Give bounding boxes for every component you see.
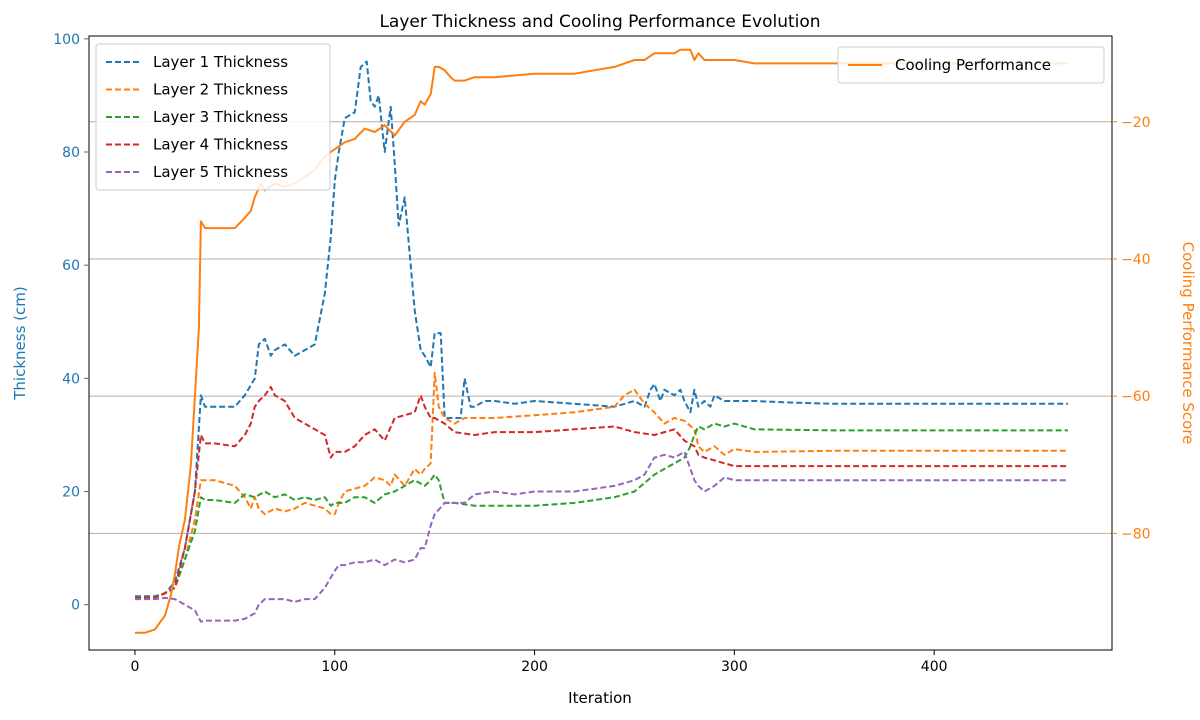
legend-layers: Layer 1 Thickness Layer 2 Thickness Layer … bbox=[95, 43, 331, 191]
legend-label-layer-1-thickness: Layer 1 Thickness bbox=[153, 53, 288, 71]
left-y-axis: 0 20 40 60 80 100 bbox=[53, 32, 89, 614]
right-y-tick-label: −60 bbox=[1121, 389, 1151, 405]
series-line-layer-1-thickness bbox=[135, 60, 1068, 598]
series-line-layer-3-thickness bbox=[135, 422, 1068, 599]
right-y-axis: −80 −60 −40 −20 bbox=[1112, 115, 1151, 542]
series-line-layer-4-thickness bbox=[135, 385, 1068, 599]
left-y-tick-label: 40 bbox=[62, 371, 80, 387]
left-y-tick-label: 20 bbox=[62, 485, 80, 501]
legend-label-layer-4-thickness: Layer 4 Thickness bbox=[153, 136, 288, 154]
left-y-axis-label: Thickness (cm) bbox=[11, 286, 29, 400]
right-y-tick-label: −40 bbox=[1121, 252, 1151, 268]
legend-label-layer-5-thickness: Layer 5 Thickness bbox=[153, 163, 288, 181]
left-y-tick-label: 0 bbox=[71, 598, 80, 614]
legend-cooling: Cooling Performance bbox=[837, 46, 1105, 84]
right-y-tick-label: −80 bbox=[1121, 526, 1151, 542]
legend-box bbox=[95, 43, 331, 191]
left-y-tick-label: 80 bbox=[62, 145, 80, 161]
legend-label-cooling-performance: Cooling Performance bbox=[895, 56, 1051, 74]
x-axis: 0 100 200 300 400 bbox=[130, 650, 948, 675]
legend-box bbox=[837, 46, 1105, 84]
left-y-tick-label: 100 bbox=[53, 32, 80, 48]
series-line-layer-5-thickness bbox=[135, 450, 1068, 623]
series-lines bbox=[135, 48, 1068, 634]
plot-frame bbox=[88, 35, 1113, 651]
x-tick-label: 100 bbox=[321, 659, 348, 675]
x-tick-label: 400 bbox=[921, 659, 948, 675]
x-axis-label: Iteration bbox=[568, 689, 632, 707]
series-line-cooling-performance bbox=[135, 48, 1068, 634]
series-line-layer-2-thickness bbox=[135, 371, 1068, 599]
legend-label-layer-3-thickness: Layer 3 Thickness bbox=[153, 108, 288, 126]
x-tick-label: 200 bbox=[521, 659, 548, 675]
x-tick-label: 0 bbox=[130, 659, 139, 675]
legend-label-layer-2-thickness: Layer 2 Thickness bbox=[153, 81, 288, 99]
chart-title: Layer Thickness and Cooling Performance … bbox=[379, 12, 820, 32]
right-y-axis-label: Cooling Performance Score bbox=[1179, 242, 1197, 445]
left-y-tick-label: 60 bbox=[62, 258, 80, 274]
right-y-tick-label: −20 bbox=[1121, 115, 1151, 131]
x-tick-label: 300 bbox=[721, 659, 748, 675]
